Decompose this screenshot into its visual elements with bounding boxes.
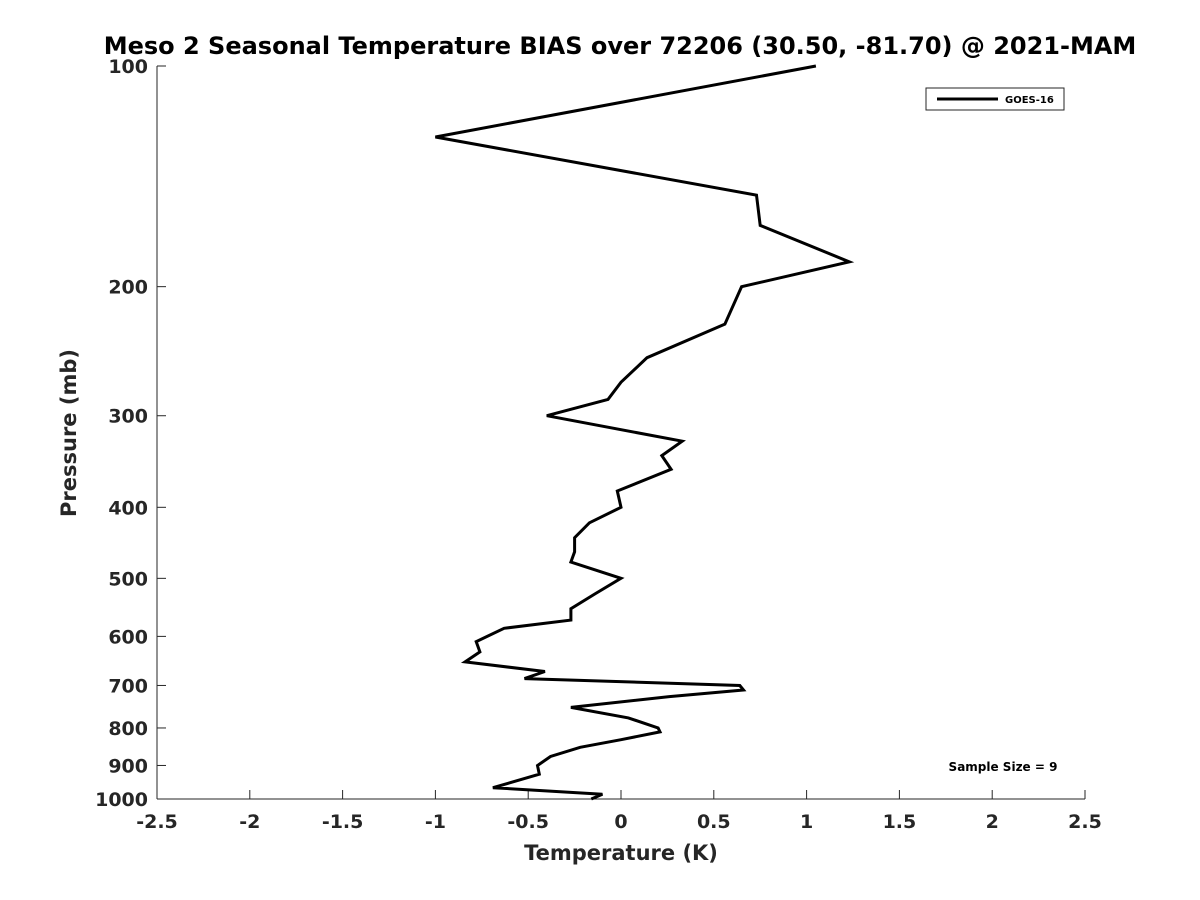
x-tick-label: -0.5 [507, 811, 549, 833]
chart-title: Meso 2 Seasonal Temperature BIAS over 72… [104, 32, 1137, 60]
x-tick-label: -2 [239, 811, 260, 833]
y-tick-label: 900 [108, 755, 148, 777]
x-axis-label: Temperature (K) [524, 841, 718, 865]
y-tick-label: 200 [108, 277, 148, 299]
y-axis-ticks: 100 200 300 400 500 600 700 800 900 1000 [95, 56, 166, 811]
x-axis-ticks: -2.5 -2 -1.5 -1 -0.5 0 0.5 1 1.5 2 2.5 [136, 790, 1102, 833]
x-tick-label: 1 [800, 811, 813, 833]
x-tick-label: -1 [425, 811, 446, 833]
x-tick-label: -1.5 [322, 811, 364, 833]
x-tick-label: 2.5 [1068, 811, 1102, 833]
y-axis-label: Pressure (mb) [57, 349, 81, 517]
x-tick-label: -2.5 [136, 811, 178, 833]
x-tick-label: 0.5 [697, 811, 731, 833]
y-tick-label: 1000 [95, 789, 148, 811]
x-tick-label: 2 [986, 811, 999, 833]
legend: GOES-16 [925, 87, 1065, 111]
y-tick-label: 500 [108, 568, 148, 590]
legend-label-goes-16: GOES-16 [1005, 95, 1054, 106]
series-layer [435, 64, 855, 801]
sample-size-annotation: Sample Size = 9 [949, 760, 1058, 774]
y-tick-label: 700 [108, 675, 148, 697]
y-tick-label: 800 [108, 718, 148, 740]
y-tick-label: 600 [108, 626, 148, 648]
series-line-goes-16 [435, 64, 855, 801]
x-tick-label: 1.5 [883, 811, 917, 833]
x-tick-label: 0 [614, 811, 627, 833]
y-tick-label: 100 [108, 56, 148, 78]
y-tick-label: 300 [108, 406, 148, 428]
y-tick-label: 400 [108, 497, 148, 519]
